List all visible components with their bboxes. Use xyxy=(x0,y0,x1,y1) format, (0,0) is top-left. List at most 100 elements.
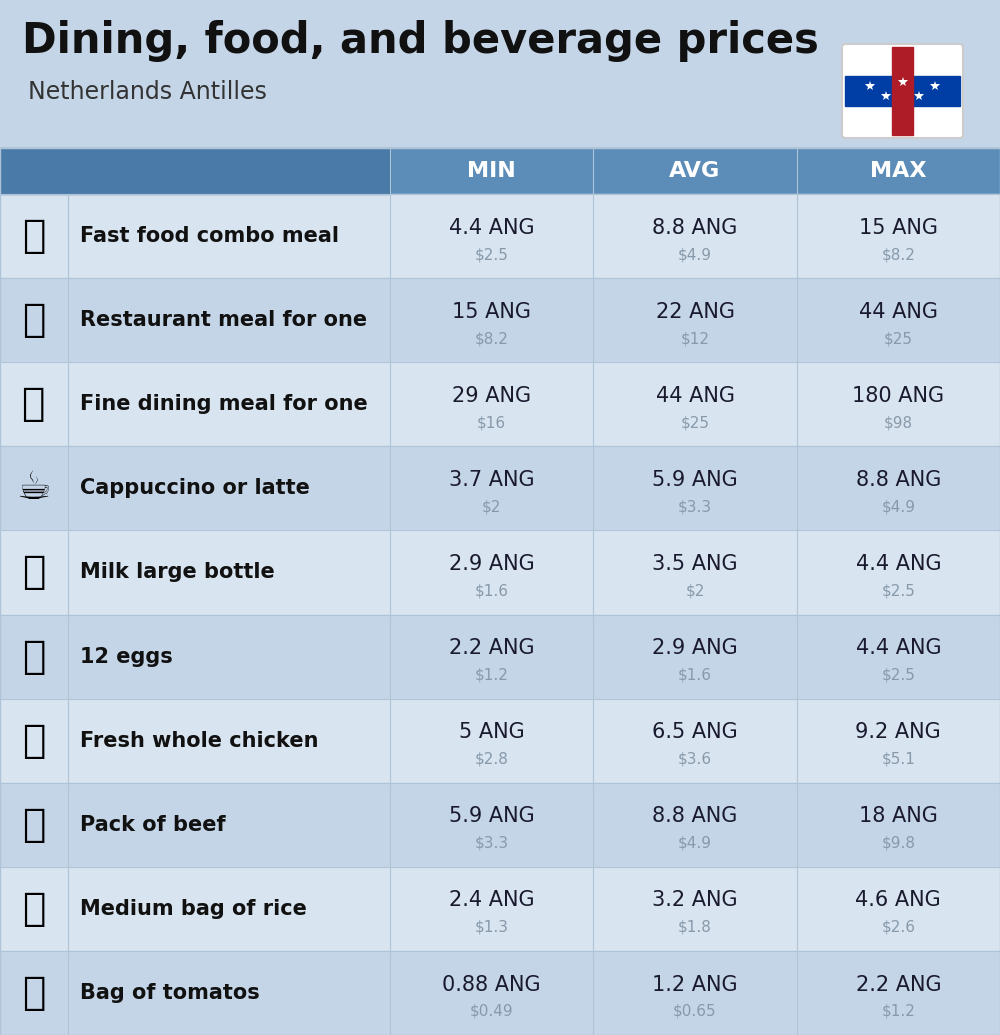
Text: Cappuccino or latte: Cappuccino or latte xyxy=(80,478,310,498)
Text: Pack of beef: Pack of beef xyxy=(80,815,226,835)
Text: AVG: AVG xyxy=(669,161,721,181)
Text: $2.5: $2.5 xyxy=(881,668,915,682)
Text: 🍳: 🍳 xyxy=(22,301,46,339)
Text: 12 eggs: 12 eggs xyxy=(80,647,173,667)
Text: 15 ANG: 15 ANG xyxy=(859,217,938,238)
Text: 8.8 ANG: 8.8 ANG xyxy=(856,470,941,490)
Text: 🥛: 🥛 xyxy=(22,554,46,591)
Text: $16: $16 xyxy=(477,415,506,431)
Text: 8.8 ANG: 8.8 ANG xyxy=(652,217,738,238)
Text: $3.6: $3.6 xyxy=(678,751,712,767)
Text: MAX: MAX xyxy=(870,161,927,181)
Text: 2.4 ANG: 2.4 ANG xyxy=(449,890,534,911)
Text: 🍽️: 🍽️ xyxy=(22,385,46,423)
Text: 5.9 ANG: 5.9 ANG xyxy=(652,470,738,490)
Text: $3.3: $3.3 xyxy=(678,499,712,514)
Text: $2.5: $2.5 xyxy=(881,584,915,598)
Text: Fast food combo meal: Fast food combo meal xyxy=(80,226,339,246)
Text: $2: $2 xyxy=(685,584,705,598)
Text: Fresh whole chicken: Fresh whole chicken xyxy=(80,731,318,750)
Text: 🐔: 🐔 xyxy=(22,721,46,760)
Text: 44 ANG: 44 ANG xyxy=(656,386,734,406)
Bar xyxy=(845,77,960,106)
Text: 3.2 ANG: 3.2 ANG xyxy=(652,890,738,911)
Text: 0.88 ANG: 0.88 ANG xyxy=(442,975,541,995)
FancyBboxPatch shape xyxy=(842,45,963,138)
Text: 2.2 ANG: 2.2 ANG xyxy=(856,975,941,995)
Text: Restaurant meal for one: Restaurant meal for one xyxy=(80,310,367,330)
Text: $2: $2 xyxy=(482,499,501,514)
Text: $0.65: $0.65 xyxy=(673,1004,717,1018)
Text: 🍚: 🍚 xyxy=(22,890,46,927)
Text: Fine dining meal for one: Fine dining meal for one xyxy=(80,394,368,414)
Text: 2.9 ANG: 2.9 ANG xyxy=(652,639,738,658)
Text: $2.6: $2.6 xyxy=(881,920,915,935)
Text: 4.6 ANG: 4.6 ANG xyxy=(855,890,941,911)
Bar xyxy=(0,782,1000,866)
Text: 15 ANG: 15 ANG xyxy=(452,302,531,322)
Text: 🥚: 🥚 xyxy=(22,638,46,676)
Text: Dining, food, and beverage prices: Dining, food, and beverage prices xyxy=(22,20,819,62)
Text: $9.8: $9.8 xyxy=(881,835,915,851)
Text: $8.2: $8.2 xyxy=(881,247,915,262)
Text: $1.8: $1.8 xyxy=(678,920,712,935)
Text: 44 ANG: 44 ANG xyxy=(859,302,938,322)
Text: 1.2 ANG: 1.2 ANG xyxy=(652,975,738,995)
Text: $1.2: $1.2 xyxy=(881,1004,915,1018)
Text: ☕️: ☕️ xyxy=(17,469,51,507)
Text: 🍔: 🍔 xyxy=(22,217,46,255)
Text: 5 ANG: 5 ANG xyxy=(459,722,525,742)
Bar xyxy=(0,194,1000,278)
Text: 4.4 ANG: 4.4 ANG xyxy=(856,639,941,658)
Text: 29 ANG: 29 ANG xyxy=(452,386,531,406)
Text: MIN: MIN xyxy=(467,161,516,181)
Text: $3.3: $3.3 xyxy=(475,835,509,851)
Text: 3.5 ANG: 3.5 ANG xyxy=(652,554,738,574)
Text: $0.49: $0.49 xyxy=(470,1004,513,1018)
Text: 2.2 ANG: 2.2 ANG xyxy=(449,639,534,658)
FancyBboxPatch shape xyxy=(848,50,963,138)
Text: 8.8 ANG: 8.8 ANG xyxy=(652,806,738,826)
Text: $1.3: $1.3 xyxy=(475,920,509,935)
Text: Bag of tomatos: Bag of tomatos xyxy=(80,983,260,1003)
Bar xyxy=(0,866,1000,951)
Text: $1.2: $1.2 xyxy=(475,668,509,682)
Text: 4.4 ANG: 4.4 ANG xyxy=(449,217,534,238)
Bar xyxy=(0,278,1000,362)
Text: $98: $98 xyxy=(884,415,913,431)
Text: 5.9 ANG: 5.9 ANG xyxy=(449,806,535,826)
Bar xyxy=(0,148,1000,1035)
Bar xyxy=(0,951,1000,1035)
Text: Medium bag of rice: Medium bag of rice xyxy=(80,898,307,919)
Text: $5.1: $5.1 xyxy=(881,751,915,767)
Text: Milk large bottle: Milk large bottle xyxy=(80,562,275,583)
Bar xyxy=(0,530,1000,615)
Bar xyxy=(0,362,1000,446)
Text: 2.9 ANG: 2.9 ANG xyxy=(449,554,535,574)
Text: $25: $25 xyxy=(680,415,710,431)
Text: $2.8: $2.8 xyxy=(475,751,509,767)
Text: $1.6: $1.6 xyxy=(475,584,509,598)
Text: 6.5 ANG: 6.5 ANG xyxy=(652,722,738,742)
Text: $12: $12 xyxy=(680,331,710,346)
Text: 180 ANG: 180 ANG xyxy=(852,386,944,406)
Text: 9.2 ANG: 9.2 ANG xyxy=(855,722,941,742)
Text: 18 ANG: 18 ANG xyxy=(859,806,938,826)
Text: $1.6: $1.6 xyxy=(678,668,712,682)
Text: $4.9: $4.9 xyxy=(678,835,712,851)
Text: $4.9: $4.9 xyxy=(678,247,712,262)
Bar xyxy=(892,47,913,135)
Text: 🥩: 🥩 xyxy=(22,806,46,844)
Bar xyxy=(0,148,1000,194)
Text: 22 ANG: 22 ANG xyxy=(656,302,734,322)
Text: 3.7 ANG: 3.7 ANG xyxy=(449,470,534,490)
Text: Netherlands Antilles: Netherlands Antilles xyxy=(28,80,267,104)
Text: $25: $25 xyxy=(884,331,913,346)
Bar xyxy=(0,699,1000,782)
Bar xyxy=(0,446,1000,530)
Bar xyxy=(0,615,1000,699)
Text: 🍅: 🍅 xyxy=(22,974,46,1012)
Text: $4.9: $4.9 xyxy=(881,499,915,514)
Text: $2.5: $2.5 xyxy=(475,247,509,262)
Text: 4.4 ANG: 4.4 ANG xyxy=(856,554,941,574)
